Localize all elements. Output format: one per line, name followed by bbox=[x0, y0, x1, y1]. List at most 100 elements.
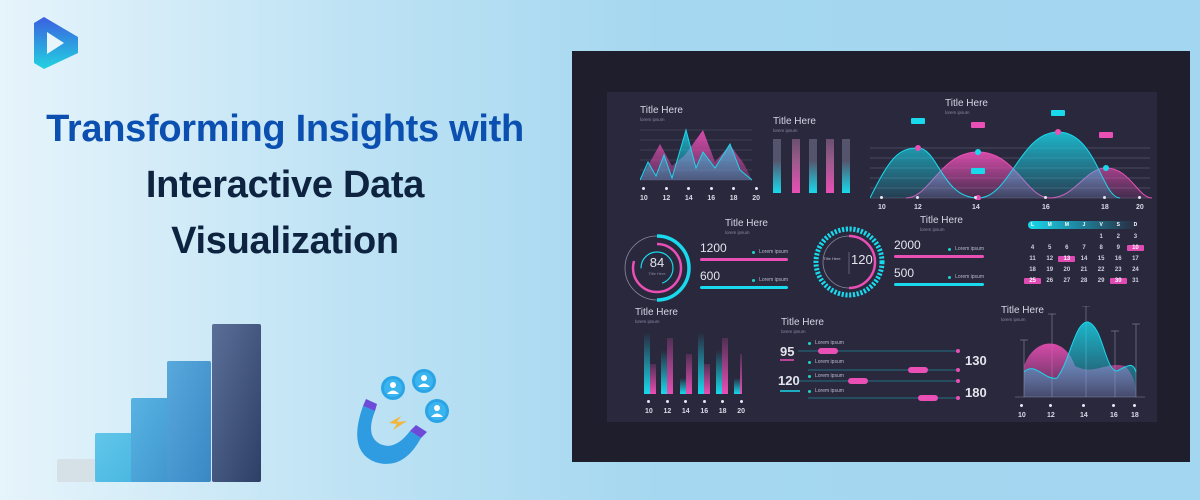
sliders-tracks bbox=[780, 348, 960, 401]
widget-subtitle: lorem ipsum bbox=[781, 329, 806, 334]
x-tick: 16 bbox=[1042, 204, 1050, 211]
widget-title: Title Here bbox=[781, 317, 824, 328]
widget-subtitle: lorem ipsum bbox=[1001, 317, 1026, 322]
calendar-day bbox=[1041, 234, 1058, 240]
area-chart-header: Title Here lorem ipsum bbox=[1001, 305, 1044, 322]
calendar-day[interactable]: 28 bbox=[1080, 278, 1088, 284]
x-tick: 14 bbox=[1080, 412, 1088, 419]
calendar-weekday: S bbox=[1116, 222, 1120, 228]
calendar-day[interactable]: 29 bbox=[1097, 278, 1105, 284]
calendar-day[interactable]: 6 bbox=[1065, 245, 1069, 251]
calendar-day bbox=[1024, 234, 1041, 240]
slider-right-value: 130 bbox=[965, 353, 987, 368]
calendar-day[interactable]: 10 bbox=[1126, 245, 1144, 251]
ring-gauge-2-row: 2000 Lorem ipsum bbox=[894, 238, 984, 258]
grouped-bars-chart bbox=[644, 332, 742, 394]
calendar-day[interactable]: 12 bbox=[1046, 256, 1054, 262]
calendar-day[interactable]: 3 bbox=[1133, 234, 1138, 240]
progress-bar-cyan bbox=[700, 286, 788, 289]
calendar-day[interactable]: 22 bbox=[1097, 267, 1105, 273]
calendar-day[interactable]: 13 bbox=[1058, 256, 1076, 262]
widget-subtitle: lorem ipsum bbox=[773, 128, 798, 133]
widget-subtitle: lorem ipsum bbox=[725, 230, 750, 235]
calendar-day[interactable]: 7 bbox=[1082, 245, 1086, 251]
x-tick: 18 bbox=[729, 195, 738, 202]
growth-bar-chart-3d-icon bbox=[57, 324, 261, 482]
ring-gauge-1-row: 600 Lorem ipsum bbox=[700, 269, 788, 289]
calendar-day[interactable]: 31 bbox=[1132, 278, 1139, 284]
calendar-day[interactable]: 23 bbox=[1114, 267, 1122, 273]
x-tick: 12 bbox=[663, 408, 672, 415]
mountain-chart-x-axis: 10 12 14 16 18 20 bbox=[640, 187, 760, 202]
calendar-weekday: M bbox=[1064, 222, 1069, 228]
customer-magnet-icon bbox=[357, 369, 449, 464]
slider-label: Lorem ipsum bbox=[808, 340, 844, 346]
row-label: Lorem ipsum bbox=[955, 246, 984, 252]
x-tick: 10 bbox=[640, 195, 648, 202]
row-label: Lorem ipsum bbox=[759, 277, 788, 283]
calendar-day[interactable]: 2 bbox=[1116, 234, 1120, 240]
calendar-day[interactable]: 14 bbox=[1080, 256, 1088, 262]
widget-title: Title Here bbox=[920, 215, 963, 226]
headline-line-2: Interactive Data bbox=[145, 164, 425, 206]
calendar-day[interactable]: 27 bbox=[1063, 278, 1071, 284]
x-tick: 16 bbox=[1110, 412, 1118, 419]
x-tick: 18 bbox=[1101, 204, 1109, 211]
x-tick: 10 bbox=[645, 408, 653, 415]
x-tick: 20 bbox=[752, 195, 760, 202]
calendar-day[interactable]: 16 bbox=[1114, 256, 1122, 262]
calendar-day[interactable]: 1 bbox=[1099, 234, 1103, 240]
x-tick: 20 bbox=[1136, 204, 1144, 211]
ring-gauge-2 bbox=[813, 226, 885, 298]
calendar-header-bar bbox=[1028, 221, 1138, 229]
play-hexagon-logo-icon bbox=[34, 17, 78, 69]
gauge-label: Title Here bbox=[648, 271, 666, 276]
calendar-day[interactable]: 24 bbox=[1132, 267, 1139, 273]
calendar-day bbox=[1075, 234, 1092, 240]
slider-right-value: 180 bbox=[965, 385, 987, 400]
widget-title: Title Here bbox=[635, 307, 678, 318]
calendar-day[interactable]: 26 bbox=[1046, 278, 1054, 284]
x-tick: 20 bbox=[737, 408, 745, 415]
x-tick: 14 bbox=[684, 195, 693, 202]
row-label: Lorem ipsum bbox=[955, 274, 984, 280]
calendar-day[interactable]: 15 bbox=[1097, 256, 1105, 262]
gauge-value: 120 bbox=[851, 252, 873, 267]
vertical-bars-chart bbox=[773, 139, 850, 193]
calendar: L M M J V S D 1 2 3 4 5 6 7 8 9 10 11 12 13 14 15 16 17 18 19 20 21… bbox=[1024, 221, 1144, 284]
calendar-day bbox=[1058, 234, 1075, 240]
ring-gauge-1-header: Title Here lorem ipsum bbox=[725, 218, 768, 235]
calendar-day[interactable]: 30 bbox=[1109, 278, 1127, 284]
calendar-day[interactable]: 4 bbox=[1030, 245, 1035, 251]
x-tick: 18 bbox=[718, 408, 727, 415]
widget-title: Title Here bbox=[1001, 305, 1044, 316]
vertical-bars-header: Title Here lorem ipsum bbox=[773, 116, 816, 133]
ring-gauge-1 bbox=[624, 234, 691, 302]
calendar-day[interactable]: 11 bbox=[1029, 256, 1036, 262]
mountain-chart bbox=[640, 128, 753, 181]
calendar-day[interactable]: 18 bbox=[1029, 267, 1036, 273]
x-tick: 10 bbox=[1018, 412, 1026, 419]
x-tick: 10 bbox=[878, 204, 886, 211]
calendar-day[interactable]: 9 bbox=[1116, 245, 1120, 251]
calendar-day[interactable]: 5 bbox=[1048, 245, 1052, 251]
calendar-day[interactable]: 19 bbox=[1046, 267, 1054, 273]
calendar-day[interactable]: 8 bbox=[1099, 245, 1103, 251]
calendar-weekday: V bbox=[1099, 222, 1103, 228]
calendar-day[interactable]: 21 bbox=[1080, 267, 1088, 273]
slider-left-value: 95 bbox=[780, 344, 795, 359]
calendar-day[interactable]: 20 bbox=[1063, 267, 1071, 273]
grouped-bars-x-axis: 10 12 14 16 18 20 bbox=[645, 400, 745, 415]
widget-title: Title Here bbox=[640, 105, 683, 116]
x-tick: 12 bbox=[914, 204, 922, 211]
widget-subtitle: lorem ipsum bbox=[635, 319, 660, 324]
slider-label: Lorem ipsum bbox=[808, 388, 844, 394]
calendar-day[interactable]: 17 bbox=[1132, 256, 1139, 262]
bell-curves-chart bbox=[870, 110, 1152, 200]
calendar-day[interactable]: 25 bbox=[1024, 278, 1042, 284]
headline-line-3: Visualization bbox=[171, 220, 399, 262]
headline: Transforming Insights with Interactive D… bbox=[0, 104, 570, 266]
slider-left-value: 120 bbox=[778, 373, 800, 388]
x-tick: 12 bbox=[662, 195, 671, 202]
calendar-weekday: D bbox=[1133, 222, 1138, 228]
